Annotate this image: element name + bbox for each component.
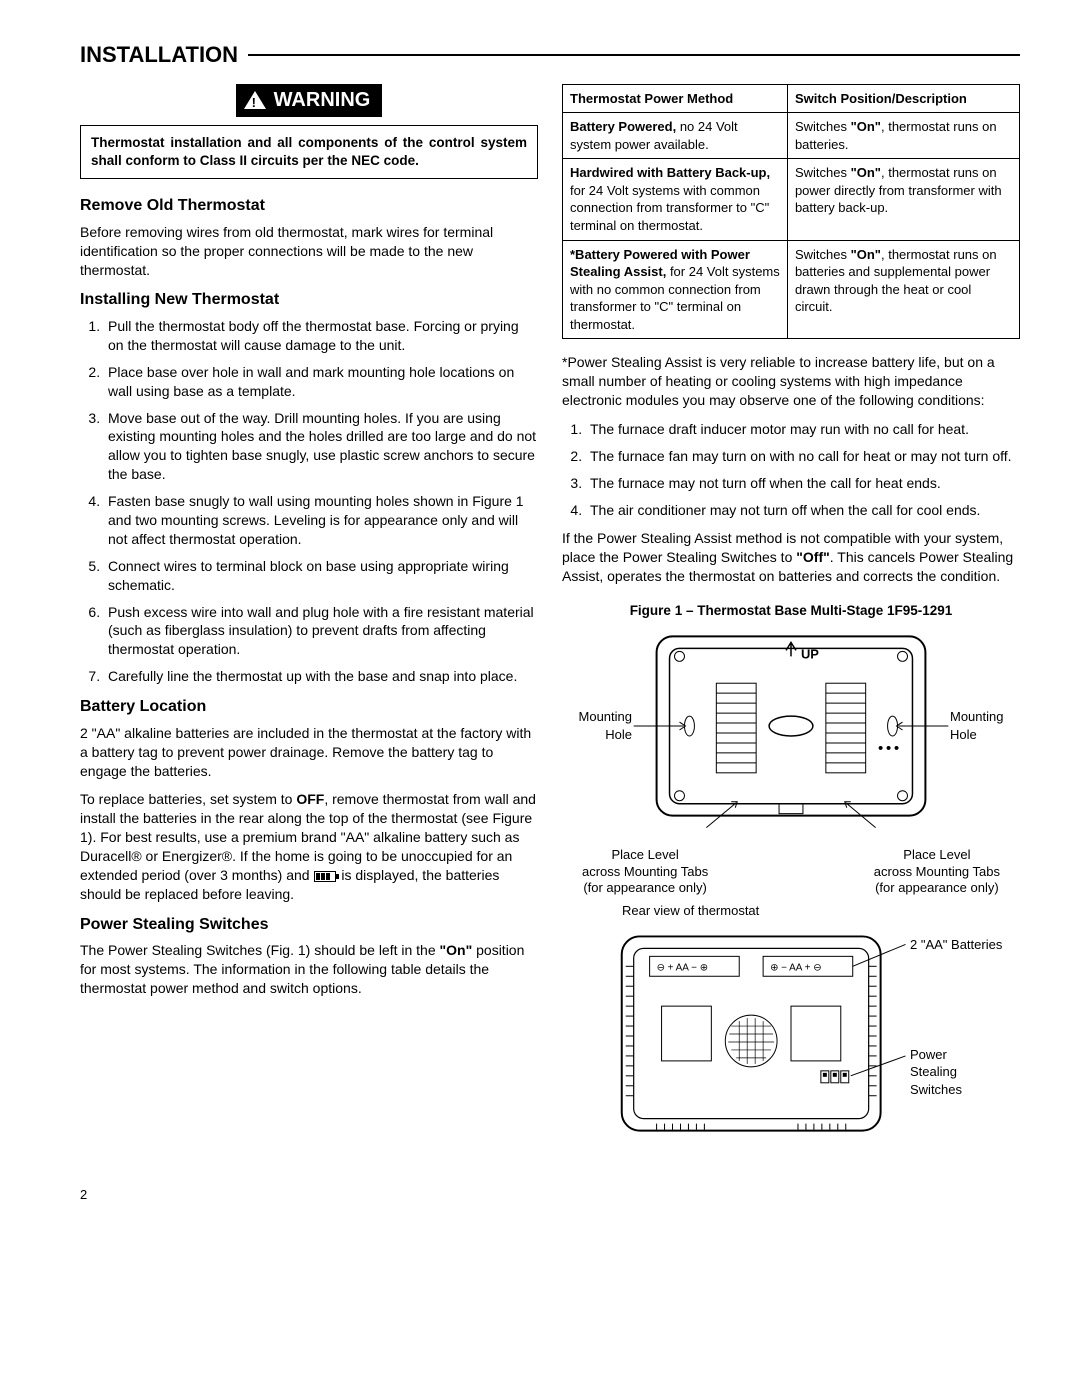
- rear-view-label: Rear view of thermostat: [622, 902, 1020, 920]
- p-pss: The Power Stealing Switches (Fig. 1) sho…: [80, 941, 538, 998]
- td: Switches "On", thermostat runs on batter…: [787, 240, 1019, 339]
- txt: "On": [851, 247, 881, 262]
- fig2-batt-label: 2 "AA" Batteries: [910, 936, 1020, 954]
- section-title-text: INSTALLATION: [80, 40, 238, 70]
- step: Carefully line the thermostat up with th…: [104, 667, 538, 686]
- fig1-level-left: Place Level across Mounting Tabs (for ap…: [582, 847, 708, 896]
- right-column: Thermostat Power Method Switch Position/…: [562, 84, 1020, 1156]
- p-remove: Before removing wires from old thermosta…: [80, 223, 538, 280]
- heading-remove: Remove Old Thermostat: [80, 195, 538, 217]
- step: Place base over hole in wall and mark mo…: [104, 363, 538, 401]
- psa-after: If the Power Stealing Assist method is n…: [562, 529, 1020, 586]
- fig2-pss-label: Power Stealing Switches: [910, 1046, 1020, 1099]
- warning-triangle-icon: [244, 91, 266, 109]
- install-steps: Pull the thermostat body off the thermos…: [80, 317, 538, 686]
- off-bold: OFF: [296, 791, 324, 807]
- cond: The air conditioner may not turn off whe…: [586, 501, 1020, 520]
- txt: The Power Stealing Switches (Fig. 1) sho…: [80, 942, 440, 958]
- heading-install: Installing New Thermostat: [80, 289, 538, 311]
- fig1-level-right: Place Level across Mounting Tabs (for ap…: [874, 847, 1000, 896]
- td: Battery Powered, no 24 Volt system power…: [563, 113, 788, 159]
- txt: "On": [851, 165, 881, 180]
- warning-label: WARNING: [274, 87, 371, 114]
- p-battery-b: To replace batteries, set system to OFF,…: [80, 790, 538, 903]
- fig1-bottom-labels: Place Level across Mounting Tabs (for ap…: [582, 847, 1000, 896]
- figure2: 2 "AA" Batteries Power Stealing Switches…: [562, 926, 1020, 1156]
- txt: To replace batteries, set system to: [80, 791, 296, 807]
- td: *Battery Powered with Power Stealing Ass…: [563, 240, 788, 339]
- fig1-label-mh-left: Mounting Hole: [562, 708, 632, 743]
- svg-text:⊕ − AA + ⊖: ⊕ − AA + ⊖: [770, 962, 821, 973]
- section-rule: [248, 54, 1020, 56]
- figure2-svg: ⊖ + AA − ⊕ ⊕ − AA + ⊖: [562, 926, 1020, 1146]
- td: Switches "On", thermostat runs on batter…: [787, 113, 1019, 159]
- heading-pss: Power Stealing Switches: [80, 914, 538, 936]
- psa-note: *Power Stealing Assist is very reliable …: [562, 353, 1020, 410]
- step: Connect wires to terminal block on base …: [104, 557, 538, 595]
- page-number: 2: [80, 1186, 1020, 1204]
- up-text: UP: [801, 647, 819, 662]
- th: Thermostat Power Method: [563, 84, 788, 113]
- left-column: WARNING Thermostat installation and all …: [80, 84, 538, 1156]
- txt: for 24 Volt systems with common connecti…: [570, 183, 769, 233]
- txt: Switches: [795, 119, 851, 134]
- figure1: Mounting Hole Mounting Hole UP: [562, 628, 1020, 888]
- txt: "Off": [796, 549, 830, 565]
- heading-battery: Battery Location: [80, 696, 538, 718]
- psa-conditions: The furnace draft inducer motor may run …: [562, 420, 1020, 520]
- txt: Switches: [795, 247, 851, 262]
- power-table: Thermostat Power Method Switch Position/…: [562, 84, 1020, 340]
- p-battery-a: 2 "AA" alkaline batteries are included i…: [80, 724, 538, 781]
- battery-icon: [314, 871, 336, 882]
- td: Switches "On", thermostat runs on power …: [787, 159, 1019, 240]
- step: Pull the thermostat body off the thermos…: [104, 317, 538, 355]
- on-bold: "On": [440, 942, 473, 958]
- cond: The furnace draft inducer motor may run …: [586, 420, 1020, 439]
- step: Move base out of the way. Drill mounting…: [104, 409, 538, 485]
- figure1-caption: Figure 1 – Thermostat Base Multi-Stage 1…: [562, 602, 1020, 620]
- cond: The furnace fan may turn on with no call…: [586, 447, 1020, 466]
- svg-text:⊖ + AA − ⊕: ⊖ + AA − ⊕: [657, 962, 708, 973]
- step: Fasten base snugly to wall using mountin…: [104, 492, 538, 549]
- warning-box: Thermostat installation and all componen…: [80, 125, 538, 179]
- section-header: INSTALLATION: [80, 40, 1020, 70]
- fig1-label-mh-right: Mounting Hole: [950, 708, 1020, 743]
- txt: Battery Powered,: [570, 119, 676, 134]
- txt: Switches: [795, 165, 851, 180]
- cond: The furnace may not turn off when the ca…: [586, 474, 1020, 493]
- th: Switch Position/Description: [787, 84, 1019, 113]
- txt: Hardwired with Battery Back-up,: [570, 165, 770, 180]
- txt: "On": [851, 119, 881, 134]
- step: Push excess wire into wall and plug hole…: [104, 603, 538, 660]
- td: Hardwired with Battery Back-up, for 24 V…: [563, 159, 788, 240]
- warning-banner: WARNING: [236, 84, 383, 117]
